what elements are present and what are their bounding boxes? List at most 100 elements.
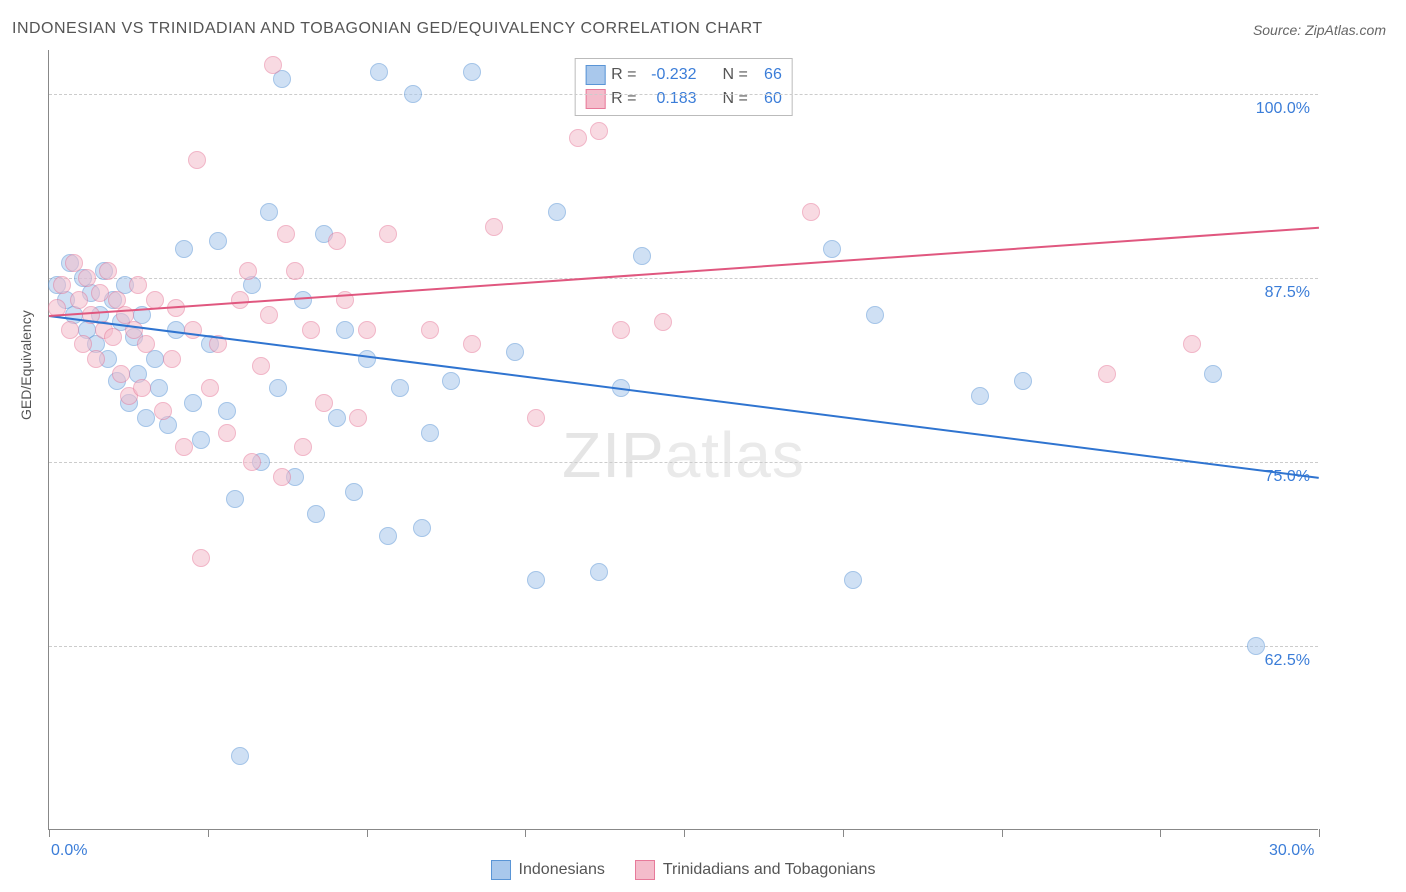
data-point [328,232,346,250]
data-point [137,335,155,353]
gridline [49,646,1318,647]
data-point [154,402,172,420]
watermark: ZIPatlas [562,418,805,492]
data-point [61,321,79,339]
data-point [231,747,249,765]
data-point [175,438,193,456]
data-point [548,203,566,221]
x-tick [843,829,844,837]
legend-label: Indonesians [519,861,605,879]
legend-swatch [585,89,605,109]
x-tick [684,829,685,837]
x-tick [525,829,526,837]
regression-line [49,315,1319,479]
gridline [49,462,1318,463]
correlation-legend: R = -0.232N = 66R = 0.183N = 60 [574,58,793,116]
data-point [391,379,409,397]
data-point [125,321,143,339]
data-point [133,379,151,397]
data-point [590,122,608,140]
data-point [971,387,989,405]
legend-item: Indonesians [491,860,605,880]
data-point [802,203,820,221]
data-point [370,63,388,81]
data-point [307,505,325,523]
data-point [231,291,249,309]
data-point [421,321,439,339]
data-point [243,453,261,471]
data-point [315,394,333,412]
r-value: 0.183 [643,87,697,111]
data-point [260,306,278,324]
y-tick-label: 87.5% [1265,284,1310,302]
x-tick-label: 0.0% [51,842,87,860]
gridline [49,278,1318,279]
data-point [527,409,545,427]
r-label: R = [611,87,636,111]
data-point [78,269,96,287]
data-point [1247,637,1265,655]
data-point [328,409,346,427]
data-point [163,350,181,368]
data-point [150,379,168,397]
data-point [192,431,210,449]
data-point [129,276,147,294]
data-point [345,483,363,501]
data-point [844,571,862,589]
data-point [358,350,376,368]
data-point [349,409,367,427]
x-tick [367,829,368,837]
data-point [239,262,257,280]
data-point [1098,365,1116,383]
n-value: 60 [754,87,782,111]
data-point [654,313,672,331]
data-point [379,527,397,545]
data-point [112,365,130,383]
data-point [294,291,312,309]
series-legend: Indonesians Trinidadians and Tobagonians [48,860,1318,880]
chart-title: INDONESIAN VS TRINIDADIAN AND TOBAGONIAN… [12,20,763,38]
data-point [485,218,503,236]
y-tick-label: 62.5% [1265,652,1310,670]
y-tick-label: 100.0% [1256,100,1310,118]
data-point [184,394,202,412]
data-point [218,424,236,442]
legend-stat-row: R = 0.183N = 60 [585,87,782,111]
data-point [264,56,282,74]
legend-swatch [635,860,655,880]
data-point [137,409,155,427]
n-label: N = [723,63,748,87]
data-point [527,571,545,589]
data-point [866,306,884,324]
data-point [1183,335,1201,353]
data-point [218,402,236,420]
data-point [404,85,422,103]
data-point [226,490,244,508]
data-point [421,424,439,442]
data-point [506,343,524,361]
data-point [53,276,71,294]
legend-swatch [491,860,511,880]
data-point [463,335,481,353]
data-point [823,240,841,258]
legend-item: Trinidadians and Tobagonians [635,860,876,880]
y-axis-label: GED/Equivalency [18,310,34,420]
data-point [74,335,92,353]
data-point [99,262,117,280]
data-point [442,372,460,390]
data-point [590,563,608,581]
data-point [633,247,651,265]
data-point [188,151,206,169]
x-tick [208,829,209,837]
data-point [1204,365,1222,383]
x-tick-label: 30.0% [1269,842,1314,860]
data-point [260,203,278,221]
data-point [104,328,122,346]
x-tick [1160,829,1161,837]
data-point [612,321,630,339]
data-point [65,254,83,272]
data-point [294,438,312,456]
data-point [192,549,210,567]
data-point [277,225,295,243]
data-point [91,284,109,302]
